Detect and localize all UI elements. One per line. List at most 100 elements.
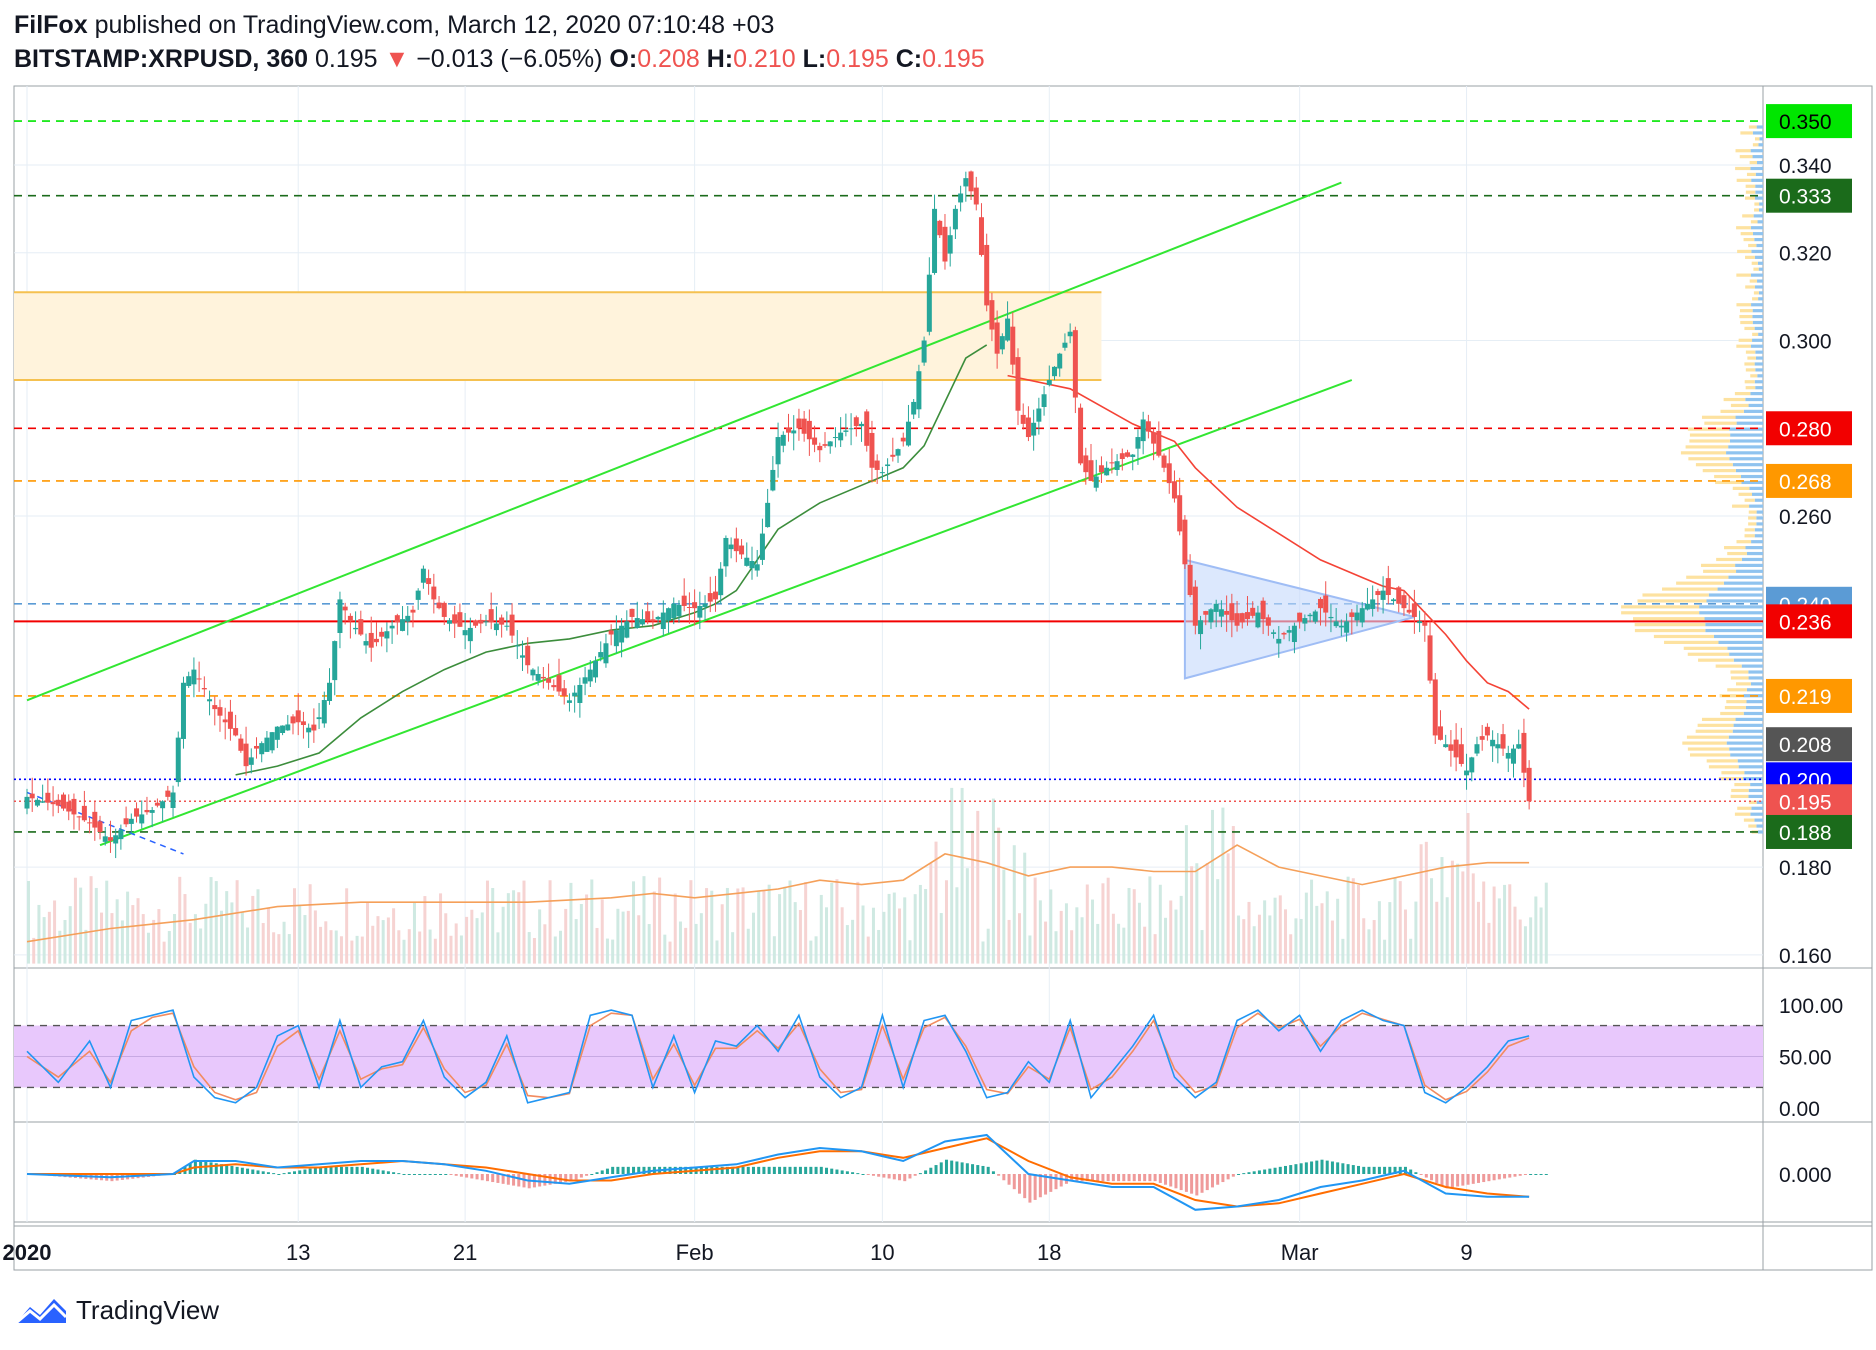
- candle-body: [66, 801, 72, 812]
- volume-profile-bar: [1689, 433, 1731, 437]
- volume-profile-bar: [1745, 285, 1755, 289]
- symbol-name[interactable]: BITSTAMP:XRPUSD, 360: [14, 45, 309, 73]
- volume-profile-bar: [1689, 753, 1731, 757]
- volume-profile-bar: [1754, 528, 1763, 532]
- candle-body: [300, 721, 306, 726]
- volume-bar: [908, 940, 912, 964]
- volume-profile-bar: [1676, 581, 1724, 585]
- volume-profile-bar: [1738, 338, 1753, 342]
- candle-body: [608, 630, 614, 635]
- volume-bar: [407, 929, 411, 964]
- macd-histogram-bar: [266, 1172, 270, 1174]
- volume-profile-bar: [1726, 741, 1763, 745]
- candle-body: [514, 645, 520, 647]
- volume-bar: [386, 917, 390, 964]
- brand-name[interactable]: TradingView: [76, 1294, 220, 1325]
- volume-bar: [1044, 921, 1048, 964]
- volume-bar: [871, 907, 875, 964]
- macd-histogram-bar: [1367, 1166, 1371, 1174]
- macd-histogram-bar: [1440, 1174, 1444, 1186]
- volume-profile-bar: [1758, 297, 1763, 301]
- candle-body: [97, 821, 103, 832]
- volume-profile-bar: [1754, 362, 1763, 366]
- candle-body: [207, 699, 213, 702]
- close-value: 0.195: [922, 45, 985, 73]
- volume-bar: [543, 924, 547, 964]
- macd-histogram-bar: [981, 1165, 985, 1174]
- volume-profile-bar: [1756, 125, 1763, 129]
- volume-bar: [757, 890, 761, 964]
- macd-histogram-bar: [1456, 1174, 1460, 1187]
- macd-histogram-bar: [1054, 1174, 1058, 1190]
- volume-bar: [1263, 900, 1267, 964]
- volume-profile-bar: [1741, 474, 1763, 479]
- candle-body: [431, 586, 437, 600]
- candle-body: [1198, 620, 1204, 635]
- volume-bar: [1096, 923, 1100, 964]
- volume-bar: [282, 921, 286, 964]
- volume-profile-bar: [1721, 771, 1745, 775]
- high-label: H:: [706, 45, 734, 73]
- volume-profile-bar: [1750, 812, 1763, 816]
- candle-body: [947, 235, 953, 254]
- volume-bar: [1190, 866, 1194, 964]
- macd-histogram-bar: [1294, 1164, 1298, 1174]
- candle-body: [1333, 621, 1339, 627]
- candle-body: [1260, 600, 1266, 620]
- volume-profile-bar: [1755, 368, 1763, 372]
- volume-profile-bar: [1740, 320, 1753, 325]
- volume-profile-bar: [1662, 587, 1718, 591]
- volume-bar: [710, 890, 714, 964]
- volume-bar: [877, 929, 881, 964]
- volume-profile-bar: [1748, 800, 1757, 804]
- volume-profile-bar: [1701, 415, 1736, 419]
- volume-profile-bar: [1730, 433, 1763, 437]
- volume-bar: [308, 884, 312, 964]
- macd-histogram-bar: [1132, 1174, 1136, 1182]
- candle-body: [639, 619, 645, 625]
- candle-body: [1422, 622, 1428, 626]
- macd-histogram-bar: [308, 1168, 312, 1174]
- macd-histogram-bar: [929, 1167, 933, 1174]
- macd-histogram-bar: [1450, 1174, 1454, 1188]
- macd-histogram-bar: [1169, 1174, 1173, 1187]
- candle-body: [1432, 679, 1438, 736]
- volume-profile-bar: [1749, 160, 1757, 165]
- macd-histogram-bar: [736, 1166, 740, 1174]
- volume-bar: [1101, 883, 1105, 964]
- volume-bar: [1529, 917, 1533, 964]
- volume-profile-bar: [1745, 190, 1756, 194]
- volume-profile-bar: [1755, 172, 1763, 177]
- macd-histogram-bar: [522, 1174, 526, 1188]
- volume-profile-bar: [1745, 397, 1763, 402]
- time-tick-label: 9: [1460, 1240, 1472, 1265]
- volume-bar: [1320, 903, 1324, 964]
- volume-bar: [293, 888, 297, 964]
- volume-bar: [997, 827, 1001, 964]
- macd-histogram-bar: [1190, 1174, 1194, 1194]
- volume-profile-bar: [1748, 794, 1763, 799]
- volume-bar: [751, 912, 755, 964]
- candle-body: [540, 676, 546, 679]
- price-tick-label: 0.180: [1779, 857, 1832, 880]
- volume-bar: [918, 884, 922, 964]
- volume-bar: [971, 830, 975, 964]
- volume-bar: [715, 940, 719, 964]
- candle-body: [332, 641, 338, 681]
- volume-bar: [136, 898, 140, 964]
- author-name[interactable]: FilFox: [14, 11, 88, 39]
- volume-profile-bar: [1752, 143, 1759, 147]
- candle-body: [1161, 455, 1167, 468]
- macd-histogram-bar: [1357, 1165, 1361, 1174]
- candle-body: [1151, 432, 1157, 444]
- volume-bar: [1179, 895, 1183, 964]
- time-tick-label: 2020: [3, 1240, 52, 1265]
- volume-bar: [814, 936, 818, 964]
- candle-body: [40, 801, 46, 803]
- level-label-box: [1766, 178, 1852, 213]
- volume-profile-bar: [1748, 403, 1763, 408]
- volume-bar: [825, 907, 829, 964]
- candle-body: [1495, 744, 1501, 749]
- volume-profile-bar: [1723, 581, 1763, 585]
